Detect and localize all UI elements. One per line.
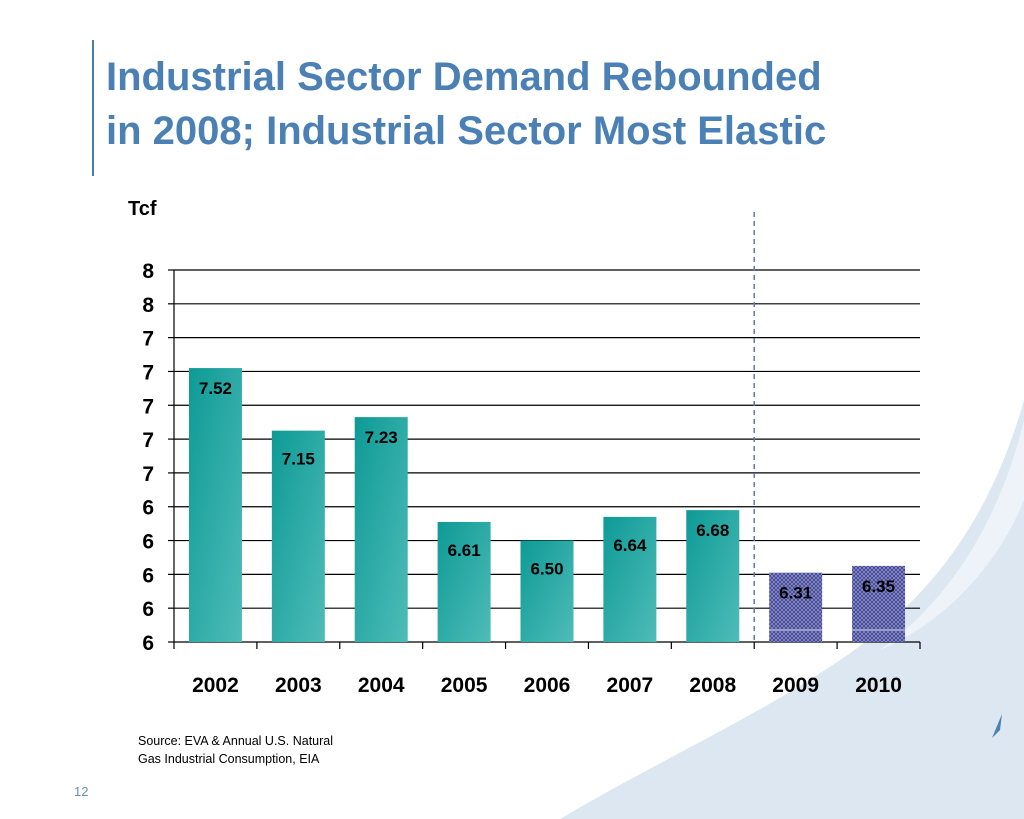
source-line-2: Gas Industrial Consumption, EIA bbox=[138, 752, 320, 766]
actual-bar bbox=[603, 516, 657, 642]
x-tick-label: 2002 bbox=[192, 674, 239, 697]
y-tick-label: 6 bbox=[142, 497, 154, 520]
y-tick-label: 7 bbox=[142, 463, 154, 486]
x-tick-label: 2004 bbox=[358, 674, 405, 697]
data-label: 6.35 bbox=[862, 577, 895, 596]
data-label: 6.61 bbox=[448, 541, 481, 560]
x-tick-label: 2007 bbox=[607, 674, 654, 697]
y-tick-label: 7 bbox=[142, 429, 154, 452]
y-axis-unit-label: Tcf bbox=[128, 198, 157, 220]
data-label: 7.23 bbox=[365, 428, 398, 447]
y-tick-label: 6 bbox=[142, 632, 154, 655]
source-line-1: Source: EVA & Annual U.S. Natural bbox=[138, 734, 334, 748]
y-tick-label: 8 bbox=[142, 294, 154, 317]
actual-bar bbox=[271, 430, 325, 642]
y-tick-label: 7 bbox=[142, 395, 154, 418]
y-tick-label: 6 bbox=[142, 564, 154, 587]
slide-title: Industrial Sector Demand Rebounded in 20… bbox=[106, 50, 1006, 158]
slide-title-line-1: Industrial Sector Demand Rebounded bbox=[106, 55, 822, 99]
source-note: Source: EVA & Annual U.S. Natural Gas In… bbox=[138, 732, 398, 768]
page-number: 12 bbox=[74, 784, 89, 799]
data-label: 7.15 bbox=[282, 450, 315, 469]
actual-bar bbox=[686, 510, 740, 642]
y-tick-label: 6 bbox=[142, 598, 154, 621]
x-tick-label: 2003 bbox=[275, 674, 322, 697]
actual-bar bbox=[354, 417, 408, 642]
x-tick-label: 2010 bbox=[855, 674, 902, 697]
data-label: 7.52 bbox=[199, 379, 232, 398]
data-label: 6.31 bbox=[779, 584, 812, 603]
logo-mark-icon bbox=[992, 714, 1002, 738]
actual-bar bbox=[520, 540, 574, 642]
data-label: 6.50 bbox=[530, 560, 563, 579]
y-tick-label: 8 bbox=[142, 260, 154, 283]
data-label: 6.64 bbox=[613, 536, 647, 555]
y-tick-label: 7 bbox=[142, 361, 154, 384]
x-tick-label: 2009 bbox=[772, 674, 819, 697]
slide-title-line-2: in 2008; Industrial Sector Most Elastic bbox=[106, 109, 827, 153]
y-tick-label: 6 bbox=[142, 531, 154, 554]
actual-bar bbox=[437, 521, 491, 642]
y-tick-label: 7 bbox=[142, 328, 154, 351]
x-tick-label: 2005 bbox=[441, 674, 488, 697]
title-accent-rule bbox=[92, 40, 94, 176]
data-label: 6.68 bbox=[696, 521, 729, 540]
forecast-bar bbox=[852, 565, 906, 642]
x-tick-label: 2006 bbox=[524, 674, 571, 697]
x-tick-label: 2008 bbox=[689, 674, 736, 697]
actual-bar bbox=[188, 368, 242, 642]
